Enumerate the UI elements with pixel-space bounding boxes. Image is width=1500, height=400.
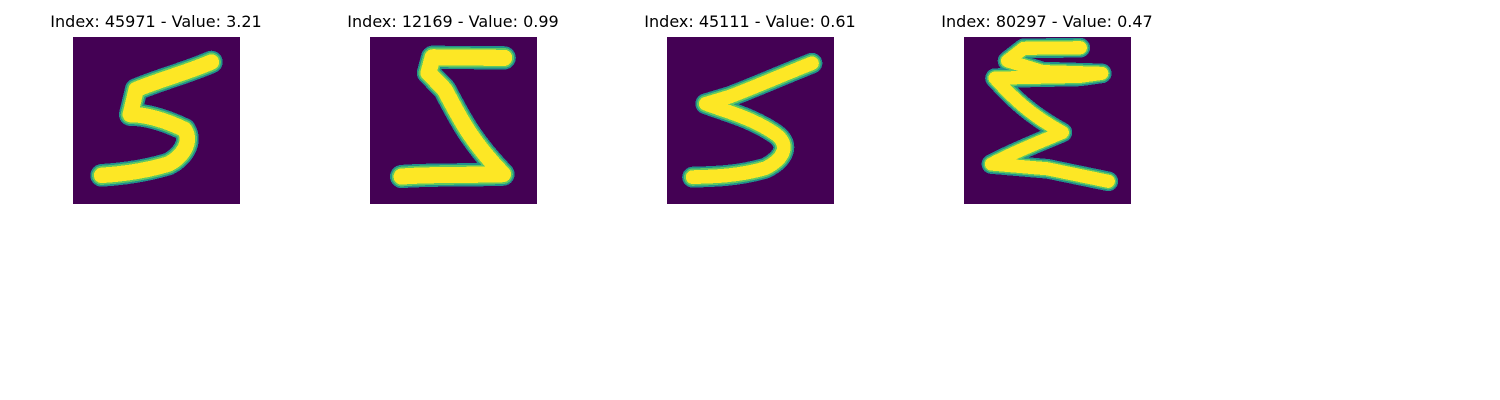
digit-image — [667, 37, 834, 204]
panel-title: Index: 80297 - Value: 0.47 — [941, 12, 1153, 31]
panel-title: Index: 12169 - Value: 0.99 — [347, 12, 559, 31]
digit-panel-3: Index: 45111 - Value: 0.61 — [630, 0, 870, 210]
digit-stroke-core — [984, 41, 1115, 188]
digit-image — [964, 37, 1131, 204]
digit-panel-1: Index: 45971 - Value: 3.21 — [36, 0, 276, 210]
digit-panel-2: Index: 12169 - Value: 0.99 — [333, 0, 573, 210]
digit-image — [73, 37, 240, 204]
digit-stroke-core — [393, 49, 513, 185]
digit-stroke-core — [685, 56, 819, 185]
panel-title: Index: 45971 - Value: 3.21 — [50, 12, 262, 31]
digit-panel-4: Index: 80297 - Value: 0.47 — [927, 0, 1167, 210]
digit-image — [370, 37, 537, 204]
digit-stroke-core — [93, 54, 220, 184]
panel-title: Index: 45111 - Value: 0.61 — [644, 12, 856, 31]
